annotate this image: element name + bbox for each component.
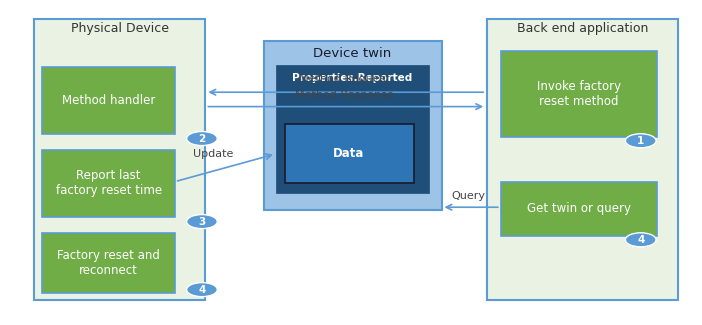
Text: Method Response: Method Response (295, 90, 393, 99)
Circle shape (187, 214, 218, 228)
Circle shape (625, 134, 656, 148)
Text: Get twin or query: Get twin or query (526, 202, 630, 215)
Text: 1: 1 (637, 136, 644, 146)
FancyBboxPatch shape (43, 233, 175, 293)
Text: Data: Data (333, 147, 364, 160)
Text: 2: 2 (199, 134, 206, 144)
Circle shape (187, 132, 218, 146)
FancyBboxPatch shape (501, 51, 658, 137)
FancyBboxPatch shape (486, 19, 678, 300)
FancyBboxPatch shape (264, 41, 442, 210)
FancyBboxPatch shape (501, 182, 658, 236)
Circle shape (187, 283, 218, 297)
Text: 3: 3 (199, 216, 206, 227)
Text: 4: 4 (637, 235, 644, 245)
Text: Update: Update (193, 149, 233, 159)
Circle shape (625, 233, 656, 247)
Text: Method handler: Method handler (62, 94, 155, 107)
FancyBboxPatch shape (43, 150, 175, 217)
Text: Report last
factory reset time: Report last factory reset time (55, 169, 161, 197)
Text: 4: 4 (198, 285, 206, 295)
Text: Invoke factory
reset method: Invoke factory reset method (536, 80, 621, 108)
FancyBboxPatch shape (43, 67, 175, 134)
FancyBboxPatch shape (34, 19, 205, 300)
Text: Query: Query (451, 191, 485, 202)
Text: Physical Device: Physical Device (71, 22, 168, 35)
Text: Device twin: Device twin (313, 47, 392, 60)
Text: Back end application: Back end application (517, 22, 648, 35)
FancyBboxPatch shape (276, 65, 429, 193)
Text: Method Request: Method Request (298, 74, 390, 84)
FancyBboxPatch shape (285, 124, 413, 183)
Text: Factory reset and
reconnect: Factory reset and reconnect (57, 249, 160, 277)
Text: Properties.Reported: Properties.Reported (292, 73, 413, 83)
